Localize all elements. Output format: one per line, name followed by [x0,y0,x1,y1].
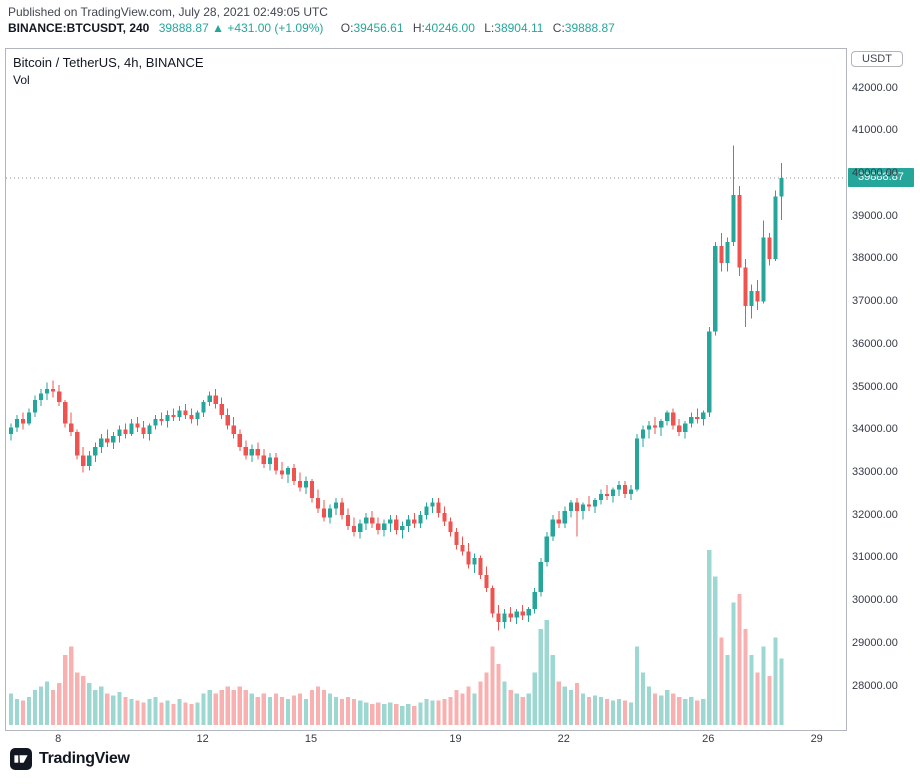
y-tick-label: 42000.00 [852,81,898,94]
high-label: H: [412,21,425,35]
open-label: O: [340,21,354,35]
up-arrow-icon: ▲ [212,21,224,35]
y-tick-label: 28000.00 [852,679,898,692]
y-tick-label: 34000.00 [852,423,898,436]
y-tick-label: 32000.00 [852,508,898,521]
candlestick-svg[interactable] [6,49,846,730]
chart-area[interactable]: Bitcoin / TetherUS, 4h, BINANCE Vol [5,48,847,731]
y-tick-label: 33000.00 [852,465,898,478]
tradingview-logo[interactable]: TradingView [10,748,130,770]
y-tick-label: 35000.00 [852,380,898,393]
close-value: 39888.87 [564,21,615,35]
close-label: C: [552,21,565,35]
low-label: L: [484,21,495,35]
y-tick-label: 36000.00 [852,337,898,350]
x-tick-label: 26 [702,733,715,745]
published-line: Published on TradingView.com, July 28, 2… [8,5,328,19]
volume-indicator-label: Vol [13,73,30,87]
y-tick-label: 41000.00 [852,124,898,137]
chart-title: Bitcoin / TetherUS, 4h, BINANCE [13,55,204,70]
symbol-interval: BINANCE:BTCUSDT, 240 [8,21,150,35]
x-tick-label: 15 [304,733,318,745]
x-tick-label: 12 [196,733,209,745]
price-badge: 39888.87 [848,167,914,187]
y-tick-label: 38000.00 [852,252,898,265]
x-tick-label: 8 [55,733,62,745]
time-axis[interactable]: 8 12 15 19 22 26 29 [5,733,847,751]
y-tick-label: 31000.00 [852,551,898,564]
y-tick-label: 39000.00 [852,209,898,222]
low-value: 38904.11 [494,21,544,35]
y-tick-label: 37000.00 [852,295,898,308]
open-value: 39456.61 [353,21,404,35]
price-change: +431.00 (+1.09%) [227,21,324,35]
tradingview-logo-text: TradingView [39,750,130,767]
currency-badge: USDT [851,51,903,67]
last-price: 39888.87 [158,21,209,35]
y-tick-label: 30000.00 [852,594,898,607]
tradingview-logo-icon [10,748,32,770]
y-tick-label: 29000.00 [852,636,898,649]
y-tick-label: 40000.00 [852,166,898,179]
price-axis[interactable]: USDT 39888.87 42000.00 41000.00 40000.00 39… [848,48,920,731]
high-value: 40246.00 [424,21,475,35]
x-tick-label: 22 [557,733,570,745]
ticker-line: BINANCE:BTCUSDT, 240 39888.87 ▲ +431.00 … [8,21,615,35]
x-tick-label: 29 [810,733,823,745]
x-tick-label: 19 [449,733,462,745]
